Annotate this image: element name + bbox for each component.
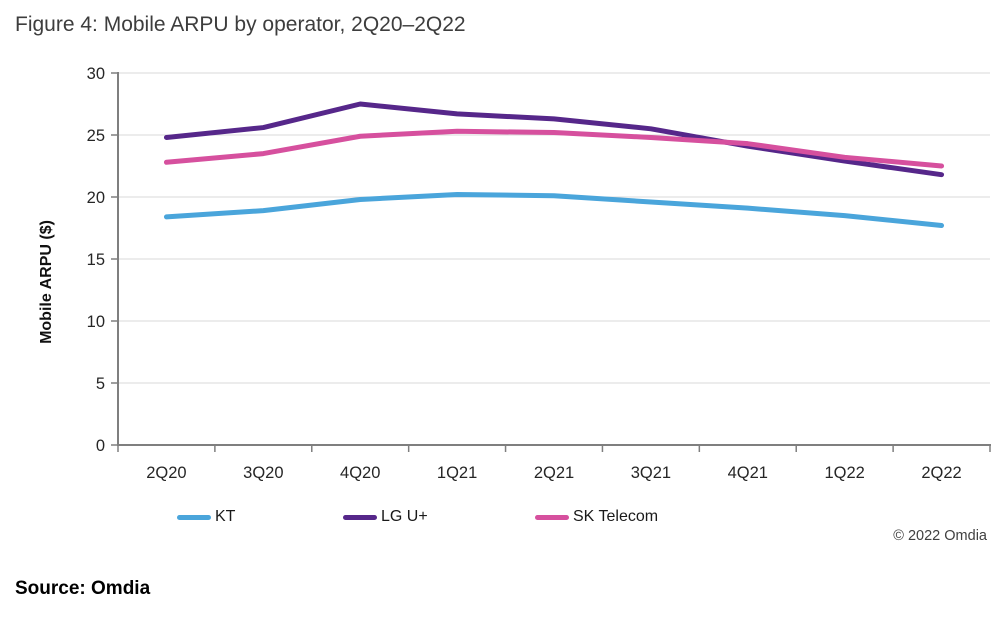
series-line-SK Telecom <box>163 128 945 169</box>
x-tick-label: 1Q22 <box>824 464 864 482</box>
x-tick-label: 4Q20 <box>340 464 380 482</box>
x-tick-label: 3Q20 <box>243 464 283 482</box>
y-tick-label: 30 <box>87 65 105 83</box>
legend-label-lgu: LG U+ <box>381 508 428 525</box>
skt-line-swatch <box>535 514 569 520</box>
x-tick-label: 2Q22 <box>921 464 961 482</box>
line-chart: 0 5 10 15 20 25 30 2Q20 3Q20 4Q20 1Q21 2Q21 3Q21 4Q21… <box>87 65 991 482</box>
y-tick-label: 0 <box>96 437 105 455</box>
x-tick-label: 3Q21 <box>631 464 671 482</box>
y-tick-label: 25 <box>87 127 105 145</box>
lgu-line-swatch <box>343 514 377 520</box>
series-line-KT <box>163 192 945 229</box>
y-tick-label: 15 <box>87 251 105 269</box>
legend-label-skt: SK Telecom <box>573 508 659 525</box>
legend-item-kt: KT <box>177 508 235 526</box>
x-tick-label: 1Q21 <box>437 464 477 482</box>
series-line-LG U+ <box>163 101 945 178</box>
source-line: Source: Omdia <box>15 578 151 599</box>
x-tick-label: 2Q20 <box>146 464 186 482</box>
y-tick-label: 10 <box>87 313 105 331</box>
chart-title: Figure 4: Mobile ARPU by operator, 2Q20–… <box>15 13 466 36</box>
y-tick-label: 20 <box>87 189 105 207</box>
x-tick-label: 4Q21 <box>728 464 768 482</box>
legend-item-lgu: LG U+ <box>343 508 428 526</box>
legend-label-kt: KT <box>215 508 236 525</box>
x-tick-label: 2Q21 <box>534 464 574 482</box>
y-tick-label: 5 <box>96 375 105 393</box>
kt-line-swatch <box>177 514 211 520</box>
legend-item-skt: SK Telecom <box>535 508 658 526</box>
copyright-notice: © 2022 Omdia <box>893 528 987 544</box>
